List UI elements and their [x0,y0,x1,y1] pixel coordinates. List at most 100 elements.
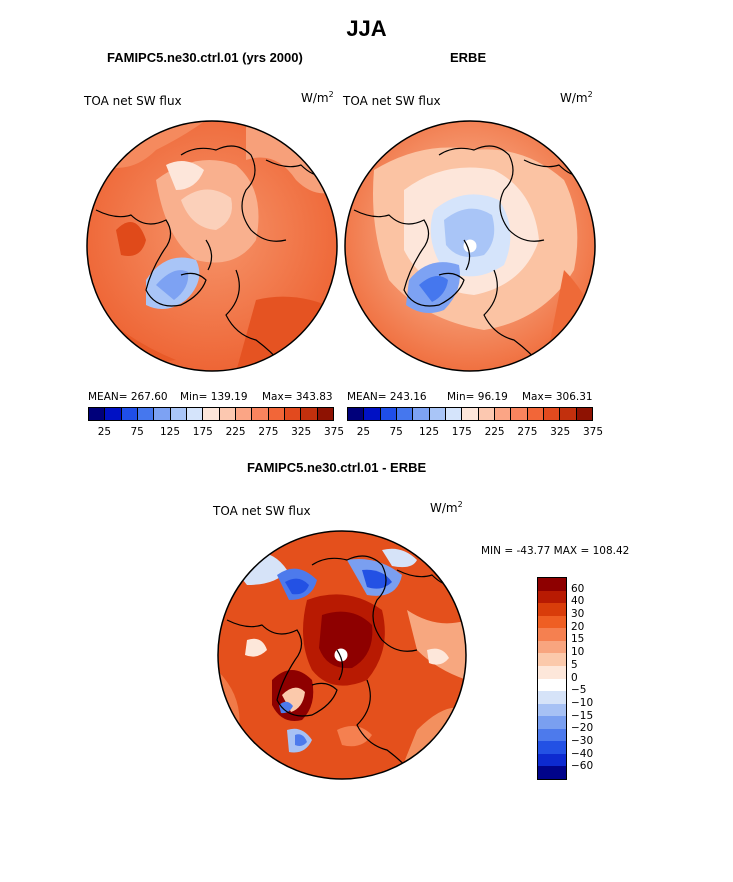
model-colorbar [88,407,334,421]
colorbar-tick-label: −10 [571,696,594,709]
model-min-stat: Min= 139.19 [180,391,248,403]
obs-min-stat: Min= 96.19 [447,391,508,403]
colorbar-swatch [494,408,512,420]
colorbar-tick-label: 15 [571,633,585,646]
colorbar-swatch [538,753,566,767]
colorbar-tick-label: 175 [451,426,472,438]
colorbar-swatch [527,408,544,420]
colorbar-tick-label: 5 [571,658,578,671]
colorbar-swatch [538,603,566,616]
colorbar-swatch [380,408,397,420]
colorbar-swatch [284,408,302,420]
model-units-label: W/m2 [301,90,334,105]
colorbar-swatch [538,678,566,692]
colorbar-tick-label: 25 [97,426,112,438]
colorbar-swatch [137,408,155,420]
colorbar-swatch [511,408,528,420]
colorbar-swatch [538,578,566,591]
colorbar-tick-label: 225 [484,426,505,438]
colorbar-swatch [364,408,381,420]
colorbar-tick-label: 25 [356,426,371,438]
diff-variable-label: TOA net SW flux [213,504,311,518]
colorbar-tick-label: 40 [571,595,585,608]
colorbar-tick-label: −5 [571,684,587,697]
colorbar-swatch [170,408,187,420]
diff-units-label: W/m2 [430,500,463,515]
colorbar-tick-label: 60 [571,582,585,595]
colorbar-swatch [252,408,269,420]
colorbar-swatch [396,408,414,420]
colorbar-swatch [301,408,318,420]
colorbar-swatch [478,408,495,420]
colorbar-swatch [576,408,592,420]
colorbar-swatch [538,741,566,754]
colorbar-swatch [429,408,446,420]
colorbar-swatch [105,408,122,420]
colorbar-tick-label: 325 [291,426,312,438]
colorbar-swatch [538,766,566,779]
diff-minmax-stat: MIN = -43.77 MAX = 108.42 [481,545,630,557]
model-mean-stat: MEAN= 267.60 [88,391,168,403]
model-panel-title: FAMIPC5.ne30.ctrl.01 (yrs 2000) [107,50,303,65]
colorbar-swatch [154,408,171,420]
diff-polar-map [217,530,467,780]
colorbar-swatch [538,691,566,704]
colorbar-swatch [348,408,365,420]
colorbar-swatch [462,408,479,420]
colorbar-swatch [235,408,253,420]
colorbar-swatch [268,408,285,420]
colorbar-swatch [538,653,566,666]
colorbar-swatch [538,615,566,629]
colorbar-tick-label: 75 [389,426,403,438]
colorbar-tick-label: 225 [225,426,246,438]
colorbar-swatch [219,408,236,420]
obs-max-stat: Max= 306.31 [522,391,593,403]
colorbar-tick-label: 375 [582,426,604,438]
colorbar-tick-label: 275 [258,426,279,438]
colorbar-swatch [89,408,106,420]
colorbar-swatch [538,728,566,742]
colorbar-tick-label: 275 [517,426,538,438]
colorbar-tick-label: 125 [418,426,440,438]
obs-variable-label: TOA net SW flux [343,94,441,108]
colorbar-swatch [203,408,220,420]
obs-mean-stat: MEAN= 243.16 [347,391,427,403]
colorbar-swatch [538,628,566,641]
obs-panel-title: ERBE [450,50,487,65]
colorbar-swatch [543,408,561,420]
model-colorbar-labels: 25 75 125 175 225 275 325 375 [88,426,344,440]
colorbar-tick-label: −60 [571,760,594,773]
obs-colorbar [347,407,593,421]
colorbar-tick-label: 0 [571,671,578,684]
colorbar-swatch [538,703,566,717]
diff-colorbar-labels: 60 40 30 20 15 10 5 0 −5 −10 −15 −20 −30 −40 −60 [571,577,611,780]
obs-colorbar-labels: 25 75 125 175 225 275 325 375 [347,426,603,440]
diff-panel-title: FAMIPC5.ne30.ctrl.01 - ERBE [247,460,427,475]
colorbar-tick-label: −20 [571,722,594,735]
colorbar-tick-label: 125 [159,426,181,438]
colorbar-swatch [413,408,430,420]
colorbar-tick-label: 175 [192,426,213,438]
colorbar-tick-label: 75 [130,426,144,438]
colorbar-tick-label: −40 [571,747,594,760]
obs-units-label: W/m2 [560,90,593,105]
colorbar-tick-label: 20 [571,620,585,633]
diff-colorbar [537,577,567,780]
colorbar-swatch [538,640,566,654]
colorbar-tick-label: −15 [571,709,594,722]
colorbar-swatch [538,665,566,679]
colorbar-swatch [121,408,138,420]
model-variable-label: TOA net SW flux [84,94,182,108]
colorbar-tick-label: 30 [571,608,585,621]
model-polar-map [86,120,338,372]
colorbar-swatch [560,408,577,420]
colorbar-swatch [445,408,463,420]
colorbar-tick-label: −30 [571,734,594,747]
colorbar-tick-label: 325 [550,426,571,438]
colorbar-swatch [538,716,566,729]
colorbar-swatch [317,408,333,420]
obs-polar-map [344,120,596,372]
colorbar-swatch [538,590,566,604]
colorbar-tick-label: 375 [323,426,345,438]
colorbar-swatch [186,408,204,420]
